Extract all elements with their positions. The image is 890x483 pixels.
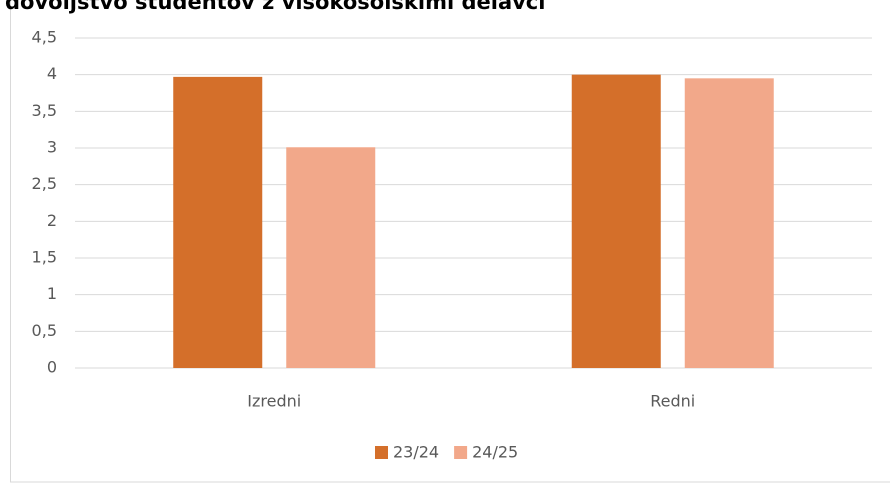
legend-label: 23/24	[393, 443, 439, 462]
x-tick-label: Izredni	[247, 392, 301, 411]
y-tick-label: 3	[47, 138, 57, 157]
y-tick-label: 2,5	[32, 174, 57, 193]
x-tick-label: Redni	[650, 392, 695, 411]
y-tick-label: 1	[47, 284, 57, 303]
bar	[286, 147, 376, 368]
y-tick-label: 0,5	[32, 321, 57, 340]
y-tick-label: 3,5	[32, 101, 57, 120]
bar	[571, 74, 661, 369]
chart-border	[10, 0, 890, 483]
chart-title: dovoljstvo študentov z visokošolskimi de…	[5, 0, 545, 14]
y-tick-label: 4,5	[32, 28, 57, 47]
y-tick-label: 2	[47, 211, 57, 230]
bar	[173, 76, 263, 368]
legend-swatch	[375, 446, 388, 459]
legend-label: 24/25	[472, 443, 518, 462]
y-tick-label: 1,5	[32, 248, 57, 267]
y-tick-label: 4	[47, 64, 57, 83]
legend-swatch	[454, 446, 468, 459]
y-tick-label: 0	[47, 358, 57, 377]
bar	[684, 78, 774, 368]
